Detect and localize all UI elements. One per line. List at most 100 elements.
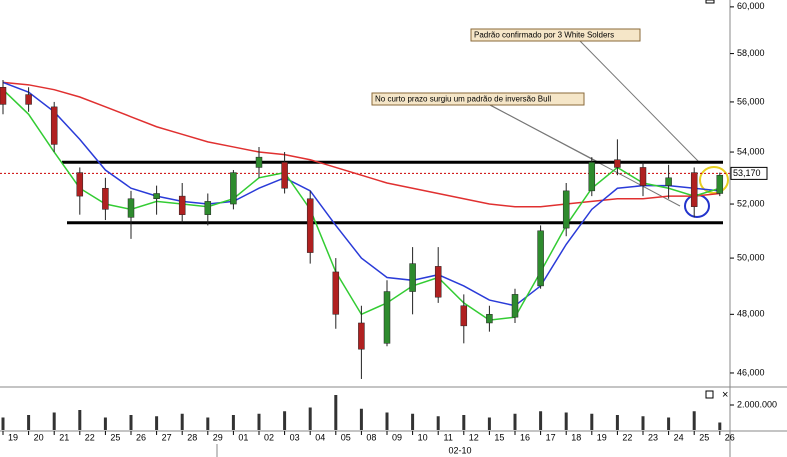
y-tick-label: 50,000 — [737, 252, 765, 262]
maximize-button[interactable] — [705, 390, 714, 399]
x-tick-label: 19 — [597, 432, 607, 442]
last-price-box — [730, 166, 768, 180]
candle-body — [639, 167, 647, 186]
volume-bar — [155, 416, 159, 430]
close-button[interactable]: × — [722, 389, 728, 401]
x-tick-label: 03 — [290, 432, 300, 442]
candle-body — [460, 305, 468, 327]
volume-bar — [257, 413, 261, 430]
x-tick-label: 27 — [162, 432, 172, 442]
volume-bar — [718, 422, 722, 430]
x-tick-label: 25 — [110, 432, 120, 442]
volume-bar — [692, 411, 696, 430]
volume-bar — [308, 407, 312, 430]
candle-body — [716, 174, 724, 194]
candle-body — [102, 187, 109, 210]
candle-body — [383, 291, 391, 344]
x-tick-label: 25 — [699, 432, 709, 442]
annotation-box — [371, 92, 585, 106]
moving-average — [2, 81, 720, 307]
volume-bar — [206, 417, 210, 430]
candle-body — [665, 177, 672, 186]
x-tick-label: 23 — [648, 432, 658, 442]
volume-bar — [641, 416, 645, 430]
x-tick-label: 22 — [85, 432, 95, 442]
volume-bar — [180, 413, 184, 430]
y-tick-label: 54,000 — [737, 146, 765, 156]
annotation: Padrão confirmado por 3 White Solders — [474, 31, 614, 40]
x-group-label: 02-10 — [448, 445, 471, 455]
volume-bar — [411, 413, 415, 430]
x-tick-label: 20 — [34, 432, 44, 442]
last-price-label: 53,170 — [733, 168, 761, 178]
candle-body — [690, 172, 698, 207]
candle-body — [127, 198, 135, 218]
volume-bar — [334, 395, 338, 430]
y-tick-label: 58,000 — [737, 48, 765, 58]
volume-bar — [513, 413, 517, 430]
x-tick-label: 29 — [213, 432, 223, 442]
y-tick-label: 46,000 — [737, 367, 765, 377]
volume-bar — [27, 415, 31, 430]
candle-body — [204, 201, 212, 215]
x-tick-label: 26 — [136, 432, 146, 442]
x-tick-label: 05 — [341, 432, 351, 442]
annotation-box — [470, 28, 641, 42]
y-tick-label: 60,000 — [737, 1, 765, 11]
candle-body — [255, 156, 263, 168]
volume-bar — [436, 416, 440, 430]
y-tick-label: 2.000.000 — [737, 399, 777, 409]
volume-bar — [359, 408, 363, 430]
candle-body — [614, 159, 621, 168]
volume-bar — [103, 417, 107, 430]
x-tick-label: 12 — [469, 432, 479, 442]
x-tick-label: 19 — [8, 432, 18, 442]
candle-body — [486, 314, 493, 324]
candle-body — [281, 162, 288, 189]
y-tick-label: 52,000 — [737, 198, 765, 208]
candle-body — [332, 271, 340, 315]
candle-body — [434, 266, 442, 298]
candle-body — [306, 198, 314, 253]
x-tick-label: 24 — [674, 432, 684, 442]
x-tick-label: 11 — [444, 432, 453, 442]
window-button[interactable] — [705, 0, 715, 4]
candle-body — [537, 230, 544, 287]
x-tick-label: 18 — [571, 432, 581, 442]
candle-body — [409, 263, 416, 292]
candle-body — [0, 86, 7, 105]
candle-body — [511, 294, 519, 318]
volume-bar — [385, 412, 389, 430]
volume-bar — [231, 415, 235, 430]
x-tick-label: 10 — [418, 432, 428, 442]
volume-bar — [667, 417, 671, 430]
candle-body — [153, 193, 160, 200]
x-tick-label: 17 — [546, 432, 556, 442]
candle-body — [230, 172, 237, 205]
volume-bar — [129, 415, 133, 430]
x-tick-label: 04 — [315, 432, 325, 442]
leader-line — [489, 104, 681, 207]
volume-bar — [590, 413, 594, 430]
volume-bar — [539, 411, 543, 430]
x-tick-label: 21 — [59, 432, 69, 442]
candle-body — [25, 94, 32, 105]
x-tick-label: 26 — [725, 432, 735, 442]
volume-bar — [283, 411, 287, 430]
x-tick-label: 09 — [392, 432, 402, 442]
highlight-circle — [699, 166, 729, 194]
x-tick-label: 16 — [520, 432, 530, 442]
candle-body — [76, 172, 84, 197]
y-tick-label: 56,000 — [737, 96, 765, 106]
volume-bar — [1, 417, 5, 430]
x-tick-label: 28 — [187, 432, 197, 442]
candle-body — [50, 106, 58, 145]
volume-bar — [487, 417, 491, 430]
candle-body — [178, 195, 186, 215]
x-tick-label: 15 — [494, 432, 504, 442]
volume-bar — [564, 412, 568, 430]
x-tick-label: 01 — [238, 432, 248, 442]
y-tick-label: 48,000 — [737, 309, 765, 319]
